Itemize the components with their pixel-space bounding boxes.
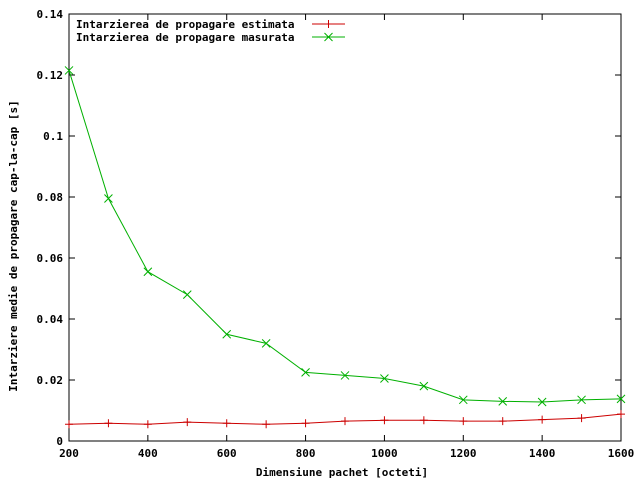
- ticks: 200 400 600 800 1000 1200 1400 1600 0 0.02 0.04 0.0…: [37, 8, 635, 460]
- y-tick-label: 0: [56, 435, 63, 448]
- series-group: [64, 66, 626, 429]
- y-tick-label: 0.14: [37, 8, 64, 21]
- series: [64, 66, 626, 407]
- y-tick-label: 0.12: [37, 69, 64, 82]
- data-point: [301, 368, 310, 377]
- y-axis-label: Intarziere medie de propagare cap-la-cap…: [7, 100, 20, 391]
- data-point: [222, 329, 232, 339]
- data-point: [577, 395, 586, 405]
- data-point: [222, 419, 231, 428]
- data-point: [419, 381, 429, 391]
- x-tick-label: 1600: [608, 447, 635, 460]
- x-tick-label: 600: [217, 447, 237, 460]
- data-point: [419, 416, 428, 425]
- y-tick-label: 0.02: [37, 374, 64, 387]
- series-line: [68, 70, 622, 403]
- data-point: [301, 419, 310, 428]
- y-tick-label: 0.06: [37, 252, 64, 265]
- data-point: [537, 397, 547, 407]
- data-point: [341, 417, 349, 426]
- y-tick-label: 0.04: [37, 313, 64, 326]
- data-point: [538, 415, 547, 424]
- data-point: [458, 395, 468, 405]
- data-point: [65, 420, 73, 429]
- data-point: [324, 32, 333, 42]
- data-point: [498, 396, 508, 406]
- y-tick-label: 0.1: [43, 130, 63, 143]
- x-tick-label: 1000: [371, 447, 398, 460]
- data-point: [380, 416, 389, 425]
- series: [65, 410, 625, 429]
- data-point: [182, 290, 192, 299]
- x-tick-label: 1400: [529, 447, 556, 460]
- legend: Intarzierea de propagare estimataIntarzi…: [76, 18, 345, 44]
- data-point: [143, 267, 153, 277]
- legend-label: Intarzierea de propagare estimata: [76, 18, 295, 31]
- data-point: [324, 20, 333, 28]
- x-tick-label: 200: [59, 447, 79, 460]
- data-point: [64, 66, 74, 75]
- data-point: [261, 339, 271, 348]
- legend-label: Intarzierea de propagare masurata: [76, 31, 295, 44]
- x-tick-label: 400: [138, 447, 158, 460]
- x-tick-label: 800: [296, 447, 316, 460]
- data-point: [577, 414, 586, 423]
- data-point: [262, 420, 271, 429]
- data-point: [104, 194, 113, 203]
- data-point: [459, 417, 468, 426]
- data-point: [380, 374, 389, 383]
- data-point: [183, 418, 192, 427]
- data-point: [498, 417, 507, 426]
- data-point: [143, 420, 152, 429]
- axes: [68, 13, 622, 442]
- y-tick-label: 0.08: [37, 191, 64, 204]
- data-point: [617, 410, 625, 419]
- data-point: [340, 371, 350, 380]
- data-point: [616, 394, 626, 404]
- data-point: [104, 419, 113, 428]
- x-tick-label: 1200: [450, 447, 477, 460]
- plot-frame: [68, 13, 622, 442]
- x-axis-label: Dimensiune pachet [octeti]: [256, 466, 428, 479]
